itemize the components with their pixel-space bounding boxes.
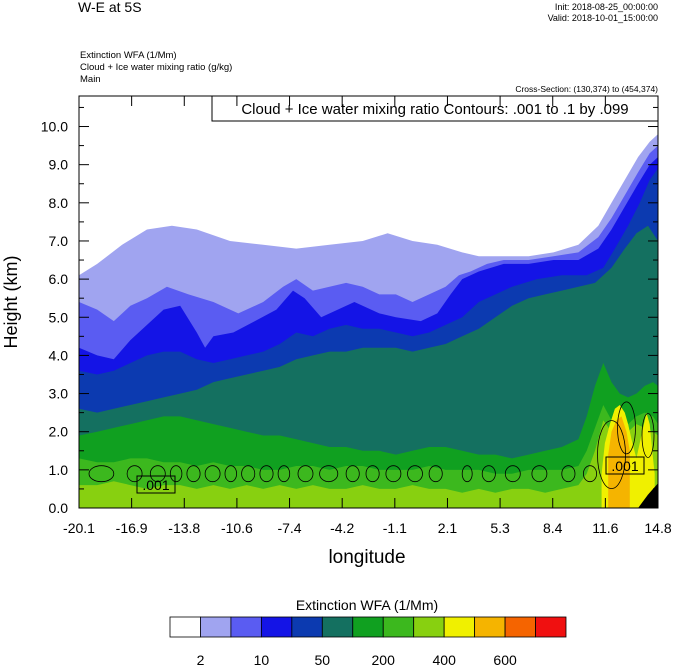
cloud-ice-contour xyxy=(259,465,274,483)
x-axis-label: longitude xyxy=(328,547,405,568)
y-axis-label: Height (km) xyxy=(1,255,21,348)
contour-label-box xyxy=(136,475,176,494)
x-tick-label: -4.2 xyxy=(330,520,354,536)
colorbar-swatch xyxy=(443,616,476,638)
variable-label-cloud-ice: Cloud + Ice water mixing ratio (g/kg) xyxy=(80,62,233,73)
extinction-level-8 xyxy=(79,420,658,508)
colorbar-label: 2 xyxy=(197,652,205,667)
y-tick-label: 6.0 xyxy=(49,271,69,287)
cloud-ice-contour xyxy=(641,413,655,458)
cloud-ice-contour xyxy=(297,465,314,483)
y-tick-label: 2.0 xyxy=(49,424,69,440)
colorbar-swatch xyxy=(230,616,262,638)
x-tick-label: 11.6 xyxy=(592,520,618,536)
y-axis: 0.0 1.0 2.0 3.0 4.0 5.0 6.0 7.0 8.0 9.0 10.0 xyxy=(41,106,658,516)
colorbar-swatch xyxy=(291,616,323,638)
colorbar-swatch xyxy=(474,616,506,638)
x-tick-label: -7.4 xyxy=(277,520,301,536)
cloud-ice-contour xyxy=(88,465,115,483)
cloud-ice-contour xyxy=(461,465,473,483)
cloud-ice-contour xyxy=(504,465,521,483)
cloud-ice-contour xyxy=(241,465,256,483)
y-tick-label: 10.0 xyxy=(41,119,68,135)
cloud-ice-contour xyxy=(385,465,402,483)
colorbar-swatch xyxy=(260,616,293,638)
colorbar-label: 50 xyxy=(315,652,331,667)
y-tick-label: 8.0 xyxy=(49,195,69,211)
cloud-ice-contour xyxy=(345,465,360,483)
cloud-ice-contour xyxy=(531,465,548,483)
y-tick-label: 1.0 xyxy=(49,462,69,478)
contour-info-box xyxy=(211,95,659,122)
cloud-ice-contour xyxy=(277,465,291,483)
cross-section-label: Cross-Section: (130,374) to (454,374) xyxy=(515,84,658,94)
variable-label-domain: Main xyxy=(80,74,101,85)
y-tick-label: 7.0 xyxy=(49,233,69,249)
cloud-ice-contour xyxy=(186,465,201,483)
y-tick-label: 5.0 xyxy=(49,309,69,325)
cloud-ice-contour xyxy=(561,465,576,483)
colorbar-label: 400 xyxy=(433,652,457,667)
init-time-label: Init: 2018-08-25_00:00:00 xyxy=(554,2,658,12)
x-tick-label: 2.1 xyxy=(438,520,458,536)
colorbar-swatch xyxy=(413,616,445,638)
y-tick-label: 3.0 xyxy=(49,386,69,402)
x-tick-label: 14.8 xyxy=(644,520,671,536)
y-tick-label: 4.0 xyxy=(49,347,69,363)
colorbar-swatch xyxy=(169,616,201,638)
cloud-ice-contour xyxy=(149,465,166,483)
x-tick-label: -13.8 xyxy=(168,520,200,536)
y-tick-label: 9.0 xyxy=(49,157,69,173)
x-tick-label: -1.1 xyxy=(383,520,407,536)
colorbar-swatch xyxy=(504,616,536,638)
cloud-ice-contour xyxy=(617,401,636,455)
colorbar-label: 600 xyxy=(493,652,517,667)
cloud-ice-contour xyxy=(428,465,443,483)
plot-title: W-E at 5S xyxy=(78,0,142,15)
cloud-ice-contour xyxy=(224,465,238,483)
cloud-ice-contour xyxy=(481,465,496,483)
colorbar-label: 10 xyxy=(254,652,270,667)
colorbar-swatch xyxy=(321,616,354,638)
extinction-fill-layers xyxy=(79,134,658,508)
valid-time-label: Valid: 2018-10-01_15:00:00 xyxy=(547,13,658,23)
colorbar-label: 200 xyxy=(372,652,396,667)
x-tick-label: -16.9 xyxy=(116,520,148,536)
x-tick-label: 5.3 xyxy=(490,520,510,536)
cloud-ice-contour xyxy=(583,465,598,483)
cloud-ice-contour xyxy=(365,465,380,483)
variable-label-extinction: Extinction WFA (1/Mm) xyxy=(80,50,177,61)
extinction-level-7 xyxy=(79,405,658,508)
cloud-ice-contour xyxy=(319,465,339,483)
colorbar-swatch xyxy=(200,616,232,638)
x-tick-label: -10.6 xyxy=(221,520,253,536)
x-axis: -20.1 -16.9 -13.8 -10.6 -7.4 -4.2 -1.1 2.1 5.3 8.… xyxy=(63,96,672,536)
cloud-ice-contour xyxy=(169,465,183,483)
contour-label-box xyxy=(605,456,645,475)
cloud-ice-contour xyxy=(597,420,626,490)
cloud-ice-contour xyxy=(407,465,423,483)
colorbar-swatch xyxy=(382,616,415,638)
colorbar-swatch xyxy=(352,616,384,638)
contour-label: .001 xyxy=(142,477,169,493)
contour-info-text: Cloud + Ice water mixing ratio Contours:… xyxy=(241,101,628,118)
x-tick-label: -20.1 xyxy=(63,520,95,536)
cloud-ice-contour xyxy=(126,465,143,483)
colorbar-title: Extinction WFA (1/Mm) xyxy=(296,597,438,613)
cloud-ice-contour xyxy=(204,465,221,483)
colorbar: 2 10 50 200 400 600 xyxy=(169,616,567,667)
x-tick-label: 8.4 xyxy=(543,520,563,536)
colorbar-swatch xyxy=(535,616,567,638)
y-tick-label: 0.0 xyxy=(49,500,69,516)
